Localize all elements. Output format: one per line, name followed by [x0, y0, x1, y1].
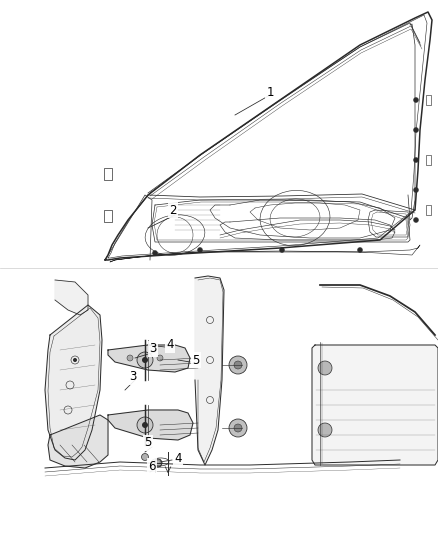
Circle shape — [229, 356, 247, 374]
Bar — [426, 155, 431, 165]
Circle shape — [142, 422, 148, 428]
Circle shape — [73, 358, 77, 362]
Circle shape — [318, 423, 332, 437]
Circle shape — [357, 247, 363, 253]
Text: 5: 5 — [192, 353, 200, 367]
Text: 1: 1 — [266, 85, 274, 99]
Text: 4: 4 — [174, 451, 182, 464]
Text: 2: 2 — [169, 204, 177, 216]
Circle shape — [318, 361, 332, 375]
Polygon shape — [312, 345, 438, 465]
Text: 6: 6 — [148, 459, 156, 472]
Polygon shape — [195, 276, 224, 465]
Circle shape — [279, 247, 285, 253]
Circle shape — [413, 98, 418, 102]
Circle shape — [413, 217, 418, 222]
Circle shape — [229, 419, 247, 437]
Text: 3: 3 — [149, 343, 157, 356]
Circle shape — [154, 459, 162, 467]
Polygon shape — [108, 410, 193, 440]
Circle shape — [127, 355, 133, 361]
Text: 5: 5 — [144, 437, 152, 449]
Text: 3: 3 — [129, 370, 137, 384]
Text: 4: 4 — [166, 338, 174, 351]
Circle shape — [157, 355, 163, 361]
Polygon shape — [108, 345, 190, 372]
Polygon shape — [45, 305, 102, 460]
Circle shape — [142, 357, 148, 363]
Circle shape — [413, 188, 418, 192]
Circle shape — [413, 157, 418, 163]
Polygon shape — [48, 415, 108, 468]
Circle shape — [198, 247, 202, 253]
Bar — [104, 210, 112, 222]
Circle shape — [234, 361, 242, 369]
Circle shape — [137, 417, 153, 433]
Polygon shape — [55, 280, 88, 315]
Bar — [426, 95, 431, 105]
Circle shape — [141, 454, 148, 461]
Circle shape — [152, 251, 158, 255]
Bar — [426, 205, 431, 215]
Circle shape — [234, 424, 242, 432]
Bar — [104, 168, 112, 180]
Circle shape — [137, 352, 153, 368]
Circle shape — [413, 127, 418, 133]
